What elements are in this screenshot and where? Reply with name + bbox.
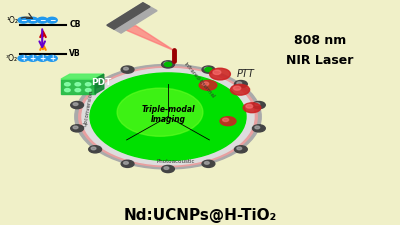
Circle shape [121, 66, 134, 73]
Circle shape [164, 167, 169, 169]
Circle shape [124, 67, 128, 70]
Text: −: − [20, 16, 26, 25]
Circle shape [202, 160, 215, 167]
Circle shape [117, 88, 203, 136]
Text: +: + [30, 54, 36, 63]
Circle shape [64, 83, 70, 86]
Text: +: + [49, 54, 55, 63]
Circle shape [234, 81, 247, 88]
Circle shape [82, 68, 254, 165]
Circle shape [243, 103, 261, 113]
Text: −: − [39, 16, 46, 25]
Circle shape [255, 103, 260, 106]
Circle shape [164, 62, 169, 65]
Circle shape [234, 86, 241, 90]
Polygon shape [107, 3, 157, 33]
Circle shape [121, 160, 134, 167]
Circle shape [205, 68, 212, 72]
Circle shape [204, 67, 209, 70]
Text: Triple-modal
Imaging: Triple-modal Imaging [141, 105, 195, 124]
Circle shape [64, 89, 70, 92]
Circle shape [91, 147, 96, 150]
Text: ¹O₂: ¹O₂ [6, 16, 18, 25]
Circle shape [75, 64, 261, 169]
Text: +: + [20, 54, 26, 63]
Text: Nd:UCNPs@H-TiO₂: Nd:UCNPs@H-TiO₂ [123, 208, 277, 223]
Circle shape [255, 126, 260, 129]
Circle shape [73, 126, 78, 129]
Circle shape [79, 67, 257, 167]
Circle shape [71, 125, 84, 132]
Circle shape [37, 55, 48, 61]
Circle shape [213, 70, 221, 74]
Text: NIR Laser: NIR Laser [286, 54, 354, 67]
Circle shape [71, 101, 84, 109]
Circle shape [124, 162, 128, 164]
Circle shape [234, 146, 247, 153]
Circle shape [18, 17, 28, 23]
Circle shape [230, 84, 250, 95]
Circle shape [28, 55, 38, 61]
Circle shape [47, 55, 57, 61]
Circle shape [202, 82, 209, 86]
Polygon shape [116, 26, 174, 50]
Circle shape [252, 125, 265, 132]
Polygon shape [61, 74, 104, 79]
Text: +: + [39, 54, 46, 63]
Circle shape [162, 165, 174, 173]
Text: −: − [49, 16, 55, 25]
Circle shape [75, 89, 80, 92]
Text: Photoacoustic: Photoacoustic [157, 159, 195, 164]
Circle shape [90, 73, 246, 160]
Polygon shape [107, 3, 150, 29]
Polygon shape [116, 26, 174, 50]
Circle shape [91, 82, 96, 85]
Circle shape [89, 81, 102, 88]
Circle shape [47, 17, 57, 23]
Circle shape [164, 62, 172, 66]
Circle shape [86, 89, 91, 92]
Text: ³O₂: ³O₂ [6, 54, 18, 63]
Circle shape [246, 104, 253, 108]
Text: −: − [30, 16, 36, 25]
Circle shape [222, 118, 229, 122]
Circle shape [199, 80, 217, 90]
Circle shape [204, 162, 209, 164]
Circle shape [89, 146, 102, 153]
Circle shape [210, 68, 230, 80]
Circle shape [202, 66, 215, 73]
Circle shape [86, 83, 91, 86]
Text: VB: VB [69, 49, 81, 58]
Text: Upconversion: Upconversion [82, 89, 94, 127]
Text: CB: CB [69, 20, 80, 29]
Polygon shape [61, 79, 95, 94]
Circle shape [28, 17, 38, 23]
Circle shape [252, 101, 265, 109]
Circle shape [237, 147, 242, 150]
Circle shape [18, 55, 28, 61]
Polygon shape [95, 74, 104, 94]
Circle shape [162, 61, 174, 68]
Circle shape [220, 117, 236, 126]
Text: PTT: PTT [237, 69, 255, 79]
Circle shape [37, 17, 48, 23]
Text: PDT: PDT [91, 78, 112, 87]
Text: Infrared-thermal: Infrared-thermal [183, 62, 216, 100]
Circle shape [73, 103, 78, 106]
Circle shape [237, 82, 242, 85]
Circle shape [75, 83, 80, 86]
Text: 808 nm: 808 nm [294, 34, 346, 47]
